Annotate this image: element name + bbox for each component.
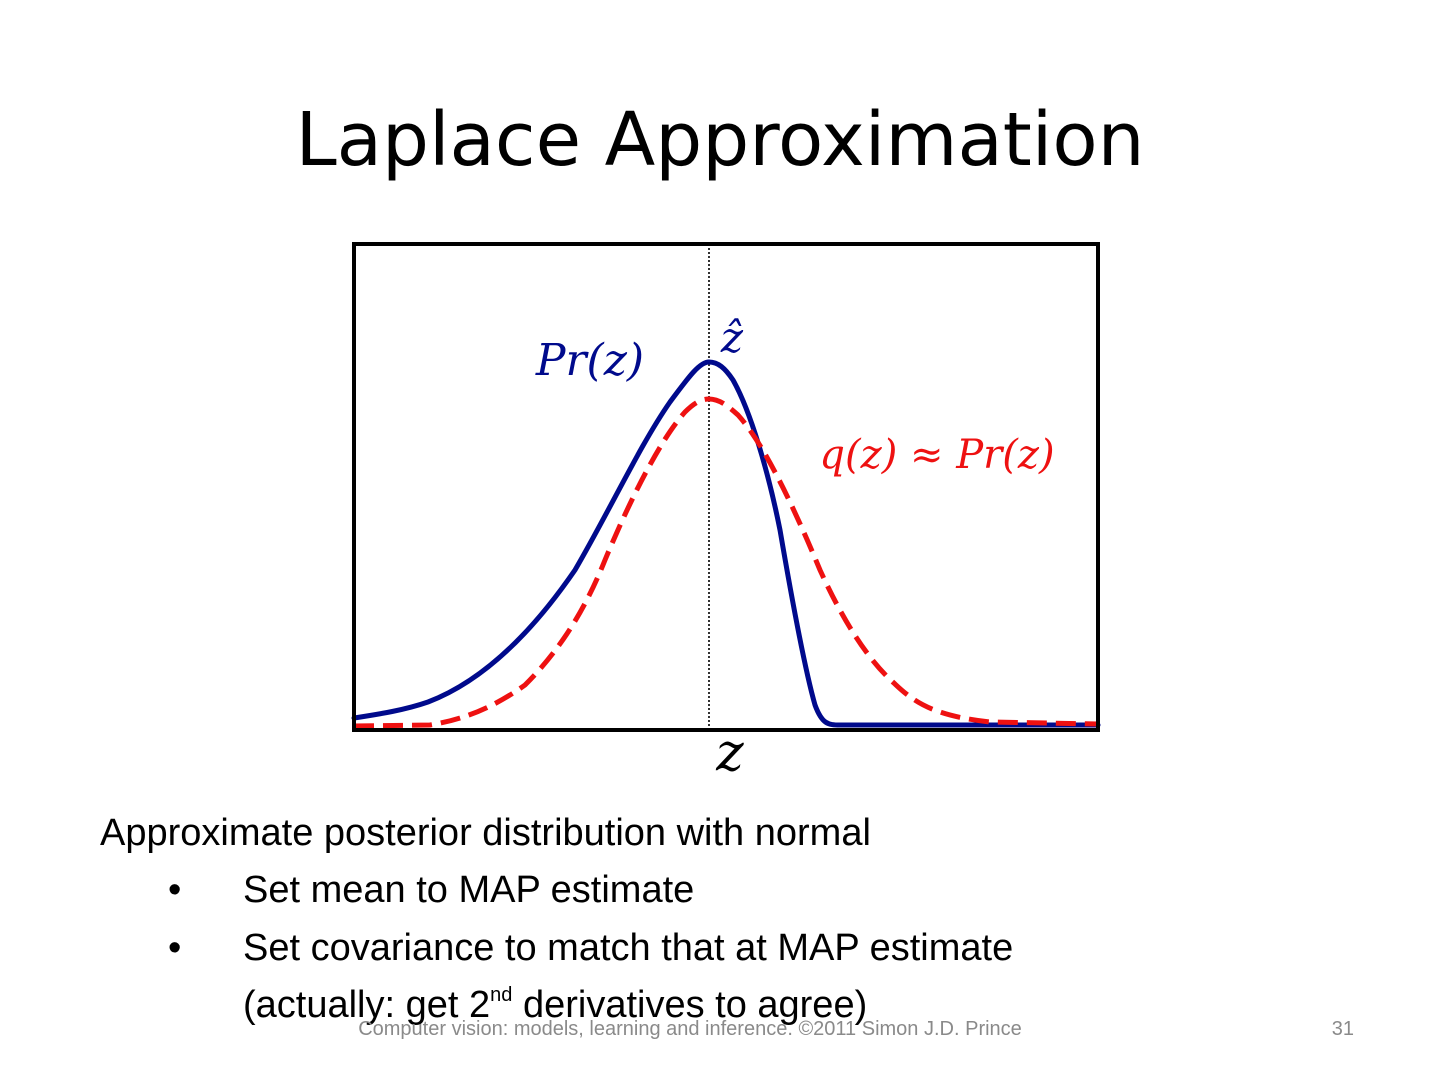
bullet-marker: • [168,869,182,911]
lead-text: Approximate posterior distribution with … [100,812,871,854]
q-curve [353,396,1099,729]
pr-curve [351,359,1101,728]
bullet-marker: • [168,927,182,969]
slide-footer: Computer vision: models, learning and in… [358,1018,1022,1040]
bullet-mean: Set mean to MAP estimate [243,869,695,911]
slide-title: Laplace Approximation [295,97,1145,183]
pr-label: Pr(z) [535,335,644,386]
bullet-covariance-continuation: (actually: get 2nd derivatives to agree) [243,984,868,1026]
bullet-covariance: Set covariance to match that at MAP esti… [243,927,1014,969]
page-number: 31 [1331,1018,1354,1040]
z-axis-label: z [715,723,744,783]
q-label: q(z) ≈ Pr(z) [819,432,1054,478]
plot-frame [352,242,1100,732]
zhat-label: ẑ [720,313,744,362]
